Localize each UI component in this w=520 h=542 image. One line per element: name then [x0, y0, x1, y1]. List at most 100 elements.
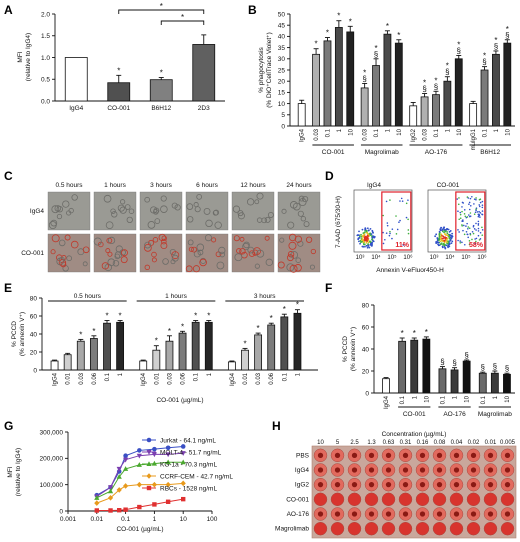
panel-b-bar	[360, 87, 369, 127]
panel-b-y-tick-label: 40	[278, 34, 286, 41]
panel-d-event	[389, 232, 391, 235]
panel-d-event	[479, 238, 482, 240]
panel-d-event	[448, 237, 451, 240]
panel-g-legend-marker	[146, 473, 152, 479]
panel-f-bar	[462, 360, 471, 394]
panel-g-point	[116, 487, 122, 493]
panel-b-group-label: AO-176	[425, 149, 448, 156]
panel-c-cell	[247, 246, 255, 254]
panel-d-event	[403, 244, 405, 246]
panel-d-event	[465, 230, 468, 233]
panel-b-x-tick-label: 10	[505, 128, 511, 135]
panel-d-event	[467, 236, 469, 239]
panel-d-event	[441, 228, 444, 231]
panel-f-y-tick-label: 0	[365, 390, 369, 397]
panel-d-event	[459, 213, 462, 216]
panel-h-well	[466, 521, 481, 536]
panel-d-event	[472, 232, 475, 235]
panel-h-well	[364, 521, 379, 536]
panel-d-event	[462, 229, 464, 232]
panel-e-y-tick-label: 40	[30, 331, 38, 338]
panel-d-event	[435, 233, 438, 236]
panel-f-bar	[422, 338, 431, 394]
panel-b-bar	[394, 42, 403, 127]
panel-e-significance: *	[155, 337, 158, 346]
panel-c-cell	[256, 249, 265, 258]
panel-h-well-pellet	[368, 511, 375, 517]
panel-c-cell	[151, 257, 157, 263]
panel-d-event	[461, 210, 463, 213]
panel-e-bar	[103, 322, 111, 371]
panel-b-x-tick-label: IgG2	[411, 128, 417, 142]
panel-g-point	[180, 451, 186, 456]
panel-b-significance: §	[434, 82, 438, 91]
panel-c-cell	[277, 261, 285, 269]
panel-g-series-line	[96, 452, 184, 497]
panel-d-event	[363, 231, 366, 234]
panel-g-point	[165, 445, 171, 451]
panel-e-bar	[267, 324, 276, 371]
panel-b-significance: §	[482, 58, 486, 67]
panel-c-cell	[174, 204, 181, 211]
panel-c-time-label: 1 hours	[104, 182, 126, 189]
panel-b-significance: *	[363, 68, 366, 77]
panel-d-event	[437, 243, 439, 246]
panel-b-significance: §	[374, 50, 378, 59]
panel-c-cell	[305, 236, 313, 243]
panel-d-event	[438, 230, 441, 233]
panel-c-cell	[298, 198, 307, 206]
panel-c-cell	[300, 216, 307, 222]
panel-f-ylabel-2: (% annexin V⁺)	[350, 327, 357, 371]
panel-d-event	[468, 208, 471, 211]
panel-d-event	[481, 234, 484, 236]
panel-d-event	[462, 224, 465, 227]
panel-b-bar	[346, 31, 355, 127]
panel-b-bar	[334, 27, 343, 127]
panel-c-cell	[188, 246, 194, 252]
panel-d-event	[459, 217, 462, 220]
panel-b-y-tick-label: 5	[281, 112, 285, 119]
panel-h-concentration-label: 1.3	[367, 440, 376, 446]
panel-c-cell	[50, 249, 56, 255]
panel-a-chart: 0.0 0.5 1.0 1.5 2.0 MFI (relative to IgG4) IgG4…	[17, 2, 225, 112]
panel-c-cell	[214, 221, 222, 229]
panel-b-x-tick-label: 10	[397, 128, 403, 135]
panel-c-cell	[254, 263, 260, 269]
panel-c-cell	[267, 211, 274, 218]
panel-e-x-tick-label: IgG4	[230, 372, 236, 386]
panel-b-bar	[454, 58, 463, 127]
panel-f-bar	[490, 372, 499, 394]
panel-d-event	[477, 215, 480, 218]
panel-b-y-tick-label: 25	[278, 67, 286, 74]
panel-d-event	[407, 229, 410, 231]
panel-h-well-pellet	[487, 482, 494, 488]
panel-e-x-tick-label: 0.06	[92, 372, 98, 384]
panel-d-event	[407, 218, 409, 221]
panel-h-well-pellet	[504, 482, 511, 488]
panel-d-event	[473, 228, 476, 230]
panel-g-point	[151, 452, 157, 458]
panel-h-concentration-label: 0.04	[451, 440, 463, 446]
panel-a-bracket-label: *	[181, 13, 184, 22]
panel-h-concentration-label: 0.31	[400, 440, 412, 446]
panel-b-significance: *	[374, 44, 377, 53]
panel-d-event	[369, 227, 372, 230]
panel-h-well-pellet	[504, 511, 511, 517]
panel-b-x-tick-label: 10	[348, 128, 354, 135]
panel-c-cell	[239, 236, 245, 242]
panel-h-well-pellet	[334, 467, 341, 473]
panel-h-row-label: IgG2	[295, 482, 309, 489]
panel-d-event	[481, 213, 484, 216]
panel-f-significance: *	[425, 328, 428, 337]
panel-e-bar	[204, 321, 213, 371]
panel-e-ylabel: % PCCD	[11, 321, 18, 347]
panel-c-cell	[58, 239, 66, 247]
panel-g-ylabel-2: (relative to IgG4)	[15, 448, 22, 496]
panel-d-event	[371, 241, 374, 244]
panel-d-event	[385, 200, 388, 203]
panel-c-micrograph	[185, 233, 229, 273]
panel-h-well-pellet	[317, 482, 324, 488]
panel-g-x-tick-label: 0.001	[60, 516, 77, 523]
panel-d-event	[478, 205, 481, 208]
